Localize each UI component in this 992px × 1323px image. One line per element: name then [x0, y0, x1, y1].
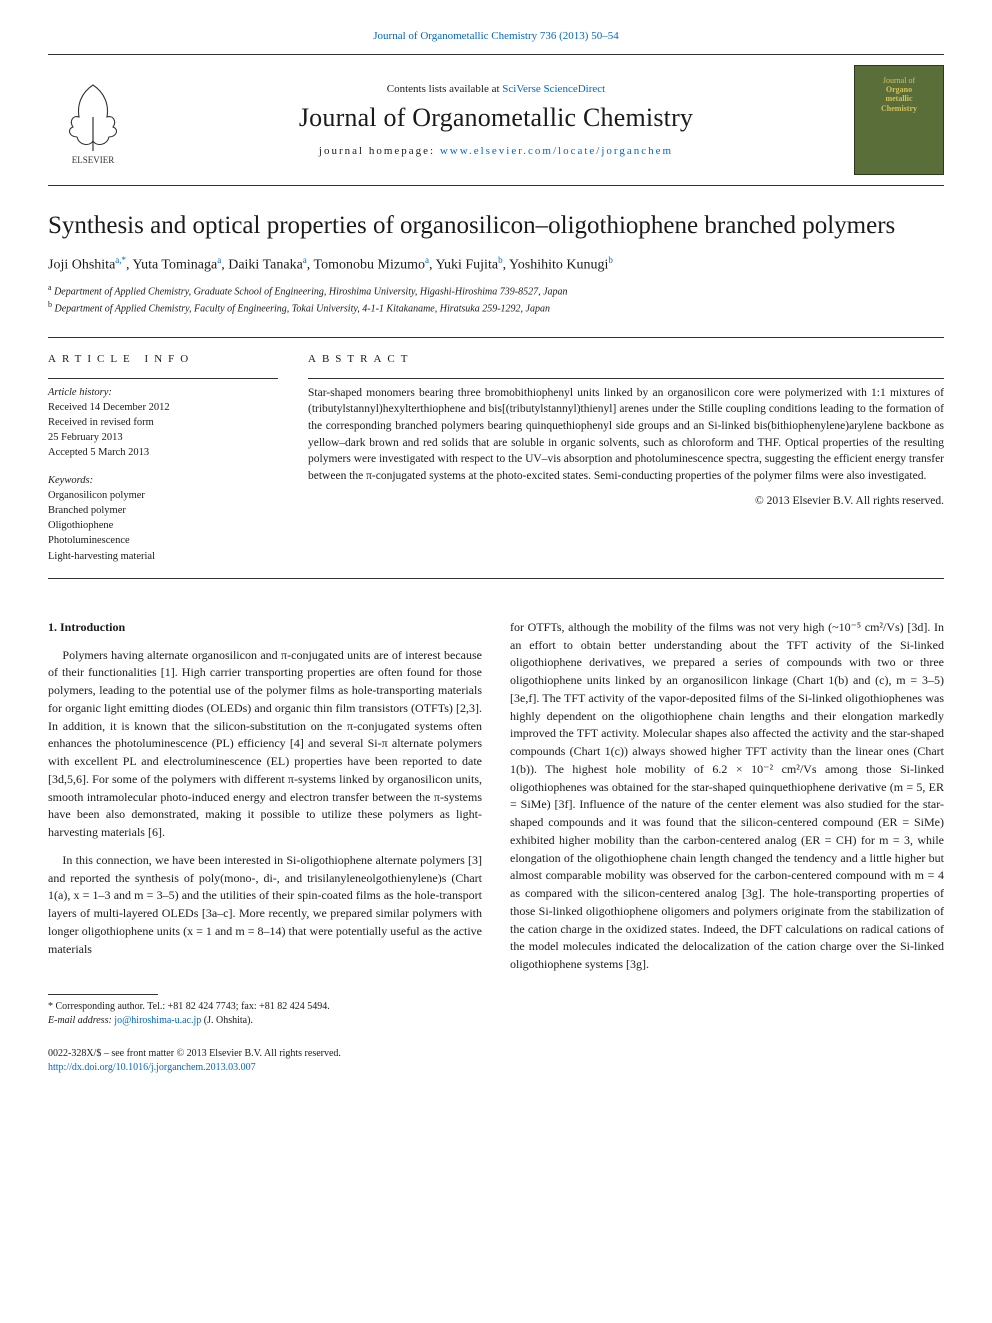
sciencedirect-link[interactable]: SciVerse ScienceDirect — [502, 83, 605, 95]
body-columns: 1. Introduction Polymers having alternat… — [48, 619, 944, 1075]
cover-text: Journal of Organo metallic Chemistry — [881, 76, 917, 113]
journal-name: Journal of Organometallic Chemistry — [138, 103, 854, 133]
footnote-separator — [48, 994, 158, 995]
author: Yoshihito Kunugi — [509, 258, 608, 273]
journal-cover-thumb: Journal of Organo metallic Chemistry — [854, 65, 944, 175]
body-paragraph: Polymers having alternate organosilicon … — [48, 647, 482, 842]
keywords-label: Keywords: — [48, 473, 278, 488]
homepage-link[interactable]: www.elsevier.com/locate/jorganchem — [440, 145, 673, 157]
journal-masthead: ELSEVIER Contents lists available at Sci… — [48, 54, 944, 186]
svg-text:ELSEVIER: ELSEVIER — [72, 155, 115, 165]
body-column-right: for OTFTs, although the mobility of the … — [510, 619, 944, 1075]
keyword: Photoluminescence — [48, 533, 278, 548]
body-paragraph: for OTFTs, although the mobility of the … — [510, 619, 944, 974]
email-label: E-mail address: — [48, 1015, 112, 1026]
abstract-copyright: © 2013 Elsevier B.V. All rights reserved… — [308, 493, 944, 510]
article-info-col: ARTICLE INFO Article history: Received 1… — [48, 352, 278, 564]
author: Joji Ohshita — [48, 258, 115, 273]
author: Daiki Tanaka — [228, 258, 303, 273]
footnotes: * Corresponding author. Tel.: +81 82 424… — [48, 1000, 482, 1027]
body-column-left: 1. Introduction Polymers having alternat… — [48, 619, 482, 1075]
section-heading: 1. Introduction — [48, 619, 482, 637]
elsevier-tree-icon: ELSEVIER — [57, 75, 129, 165]
article-title: Synthesis and optical properties of orga… — [48, 210, 944, 241]
issn-line: 0022-328X/$ – see front matter © 2013 El… — [48, 1047, 482, 1061]
citation-link[interactable]: Journal of Organometallic Chemistry 736 … — [373, 30, 618, 42]
publisher-logo: ELSEVIER — [48, 75, 138, 165]
author: Tomonobu Mizumo — [314, 258, 425, 273]
history-accepted: Accepted 5 March 2013 — [48, 445, 278, 460]
affiliations: a Department of Applied Chemistry, Gradu… — [48, 282, 944, 317]
divider-rule — [48, 578, 944, 579]
corresponding-author: * Corresponding author. Tel.: +81 82 424… — [48, 1000, 482, 1014]
availability-line: Contents lists available at SciVerse Sci… — [138, 83, 854, 95]
abstract-col: ABSTRACT Star-shaped monomers bearing th… — [308, 352, 944, 564]
history-label: Article history: — [48, 385, 278, 400]
homepage-line: journal homepage: www.elsevier.com/locat… — [138, 145, 854, 157]
keyword: Organosilicon polymer — [48, 488, 278, 503]
keyword: Branched polymer — [48, 503, 278, 518]
abstract-text: Star-shaped monomers bearing three bromo… — [308, 379, 944, 485]
info-abstract-grid: ARTICLE INFO Article history: Received 1… — [48, 352, 944, 564]
keyword: Oligothiophene — [48, 518, 278, 533]
authors-line: Joji Ohshitaa,*, Yuta Tominagaa, Daiki T… — [48, 255, 944, 274]
history-received: Received 14 December 2012 — [48, 400, 278, 415]
masthead-center: Contents lists available at SciVerse Sci… — [138, 83, 854, 157]
copyright-block: 0022-328X/$ – see front matter © 2013 El… — [48, 1047, 482, 1074]
keyword: Light-harvesting material — [48, 549, 278, 564]
article-info-heading: ARTICLE INFO — [48, 352, 278, 368]
history-revised-date: 25 February 2013 — [48, 430, 278, 445]
body-paragraph: In this connection, we have been interes… — [48, 852, 482, 959]
author: Yuki Fujita — [435, 258, 498, 273]
top-citation: Journal of Organometallic Chemistry 736 … — [48, 30, 944, 42]
abstract-heading: ABSTRACT — [308, 352, 944, 368]
doi-link[interactable]: http://dx.doi.org/10.1016/j.jorganchem.2… — [48, 1062, 256, 1073]
history-revised: Received in revised form — [48, 415, 278, 430]
email-link[interactable]: jo@hiroshima-u.ac.jp — [114, 1015, 201, 1026]
author: Yuta Tominaga — [133, 258, 218, 273]
divider-rule — [48, 337, 944, 338]
